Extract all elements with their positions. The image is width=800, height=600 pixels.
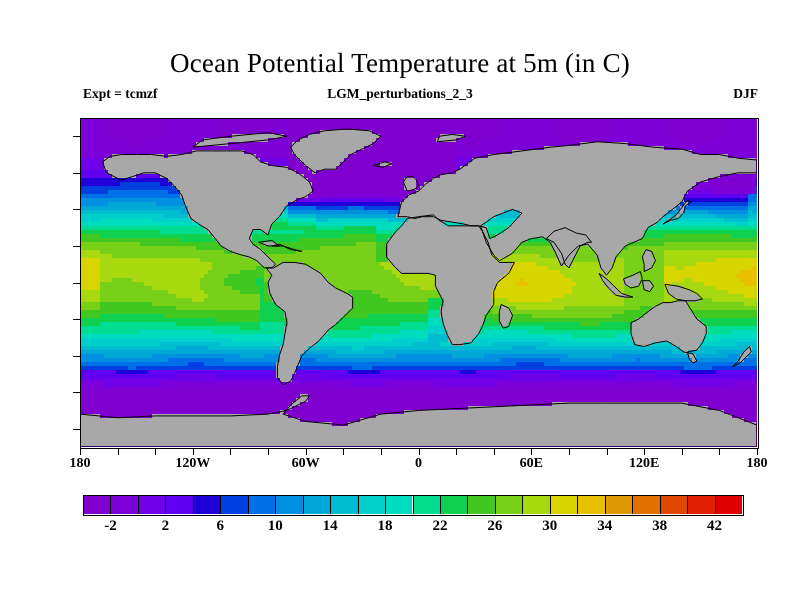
colorbar-swatch [137, 495, 166, 514]
x-tick [719, 448, 720, 455]
x-tick-label: 60W [291, 456, 320, 471]
colorbar-swatch [385, 495, 413, 514]
colorbar-tick-label: 34 [597, 518, 613, 534]
colorbar-swatch [522, 495, 550, 514]
colorbar-swatch [412, 495, 440, 514]
x-tick-label: 120W [175, 456, 211, 471]
colorbar-tick-label: 14 [322, 518, 338, 534]
x-tick [343, 448, 344, 455]
x-tick-label: 0 [415, 456, 422, 471]
x-tick [155, 448, 156, 455]
colorbar-tick-label: 42 [707, 518, 723, 534]
colorbar-tick-label: 18 [377, 518, 393, 534]
colorbar-swatch [192, 495, 221, 514]
colorbar-tick-label: 30 [542, 518, 558, 534]
y-tick [73, 319, 80, 320]
colorbar-tick-label: -2 [104, 518, 117, 534]
x-tick-label: 180 [746, 456, 768, 471]
colorbar-swatch [714, 495, 742, 514]
colorbar-swatch [302, 495, 331, 514]
colorbar-swatch [110, 495, 138, 514]
x-tick [607, 448, 608, 455]
colorbar-swatch [604, 495, 633, 514]
x-tick [569, 448, 570, 455]
run-label: LGM_perturbations_2_3 [327, 86, 473, 101]
x-tick [682, 448, 683, 455]
colorbar-swatch [494, 495, 523, 514]
colorbar-swatch [165, 495, 193, 514]
colorbar-swatch [659, 495, 688, 514]
x-tick [531, 448, 532, 455]
colorbar-swatch [83, 495, 111, 514]
colorbar-tick-label: 10 [267, 518, 283, 534]
colorbar-tick-label: 38 [652, 518, 668, 534]
x-tick [494, 448, 495, 455]
sst-heatmap-canvas [80, 118, 757, 447]
colorbar-swatch [439, 495, 468, 514]
colorbar-swatch [549, 495, 578, 514]
y-tick [73, 173, 80, 174]
colorbar-swatch [330, 495, 358, 514]
colorbar-swatch [220, 495, 248, 514]
colorbar-tick-label: 26 [487, 518, 503, 534]
colorbar-swatch [357, 495, 386, 514]
x-tick [419, 448, 420, 455]
colorbar [83, 495, 742, 514]
colorbar-swatch [577, 495, 605, 514]
map-plot-area [80, 118, 759, 449]
y-tick [73, 283, 80, 284]
x-tick [80, 448, 81, 455]
x-tick [757, 448, 758, 455]
colorbar-tick-label: 6 [216, 518, 225, 534]
colorbar-swatch [632, 495, 660, 514]
x-tick [456, 448, 457, 455]
y-tick [73, 392, 80, 393]
x-tick-label: 60E [519, 456, 543, 471]
x-tick [268, 448, 269, 455]
x-tick [306, 448, 307, 455]
y-tick [73, 356, 80, 357]
colorbar-swatch [247, 495, 276, 514]
x-tick-label: 120E [628, 456, 660, 471]
x-tick [644, 448, 645, 455]
y-tick [73, 246, 80, 247]
y-tick [73, 429, 80, 430]
experiment-label: Expt = tcmzf [83, 86, 158, 101]
colorbar-swatch [467, 495, 495, 514]
colorbar-tick-label: 22 [432, 518, 448, 534]
page-title: Ocean Potential Temperature at 5m (in C) [170, 48, 630, 78]
x-tick-label: 180 [69, 456, 91, 471]
y-tick [73, 136, 80, 137]
x-tick [230, 448, 231, 455]
colorbar-swatch [275, 495, 303, 514]
colorbar-swatch [687, 495, 715, 514]
x-tick [118, 448, 119, 455]
x-tick [381, 448, 382, 455]
y-tick [73, 209, 80, 210]
colorbar-tick-label: 2 [161, 518, 170, 534]
season-label: DJF [733, 86, 758, 101]
x-tick [193, 448, 194, 455]
